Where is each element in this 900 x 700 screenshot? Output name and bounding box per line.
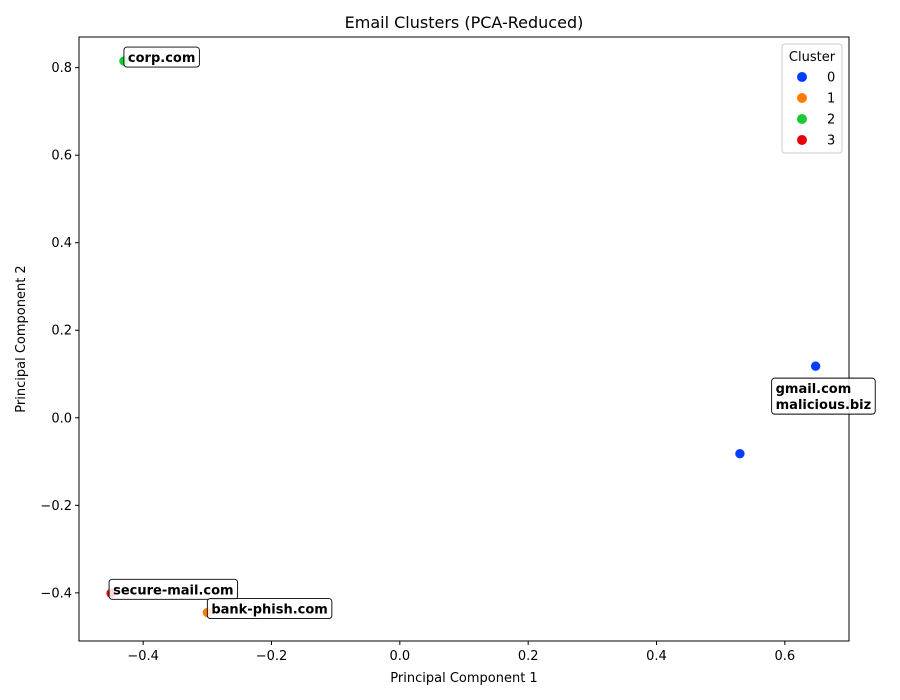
y-tick-label: 0.8	[51, 61, 72, 76]
legend-marker-cluster-3	[797, 135, 807, 145]
legend-label: 1	[827, 92, 835, 107]
legend-title: Cluster	[789, 50, 836, 65]
annotation-label: corp.com	[123, 46, 200, 68]
x-axis-label: Principal Component 1	[390, 671, 537, 686]
annotation-label: secure-mail.com	[108, 578, 239, 600]
legend-label: 0	[827, 71, 835, 86]
legend-label: 3	[827, 134, 835, 149]
x-tick-label: 0.2	[518, 649, 539, 664]
y-tick-label: 0.2	[51, 324, 72, 339]
legend-label: 2	[827, 113, 835, 128]
x-tick-label: 0.4	[646, 649, 667, 664]
y-tick-label: 0.0	[51, 411, 72, 426]
annotation-label: bank-phish.com	[206, 598, 333, 620]
legend-marker-cluster-0	[797, 72, 807, 82]
legend-marker-cluster-2	[797, 114, 807, 124]
annotation-text: secure-mail.com	[113, 583, 234, 598]
annotation-text: corp.com	[128, 51, 195, 66]
y-axis-label: Principal Component 2	[14, 265, 29, 412]
y-tick-label: 0.4	[51, 236, 72, 251]
legend-box	[781, 43, 843, 154]
legend-marker-cluster-1	[797, 93, 807, 103]
annotation-text: bank-phish.com	[211, 603, 328, 618]
annotation-box	[771, 377, 876, 415]
legend: Cluster 0 1 2 3	[781, 43, 843, 154]
x-tick-label: 0.6	[774, 649, 795, 664]
x-tick-label: −0.4	[127, 649, 159, 664]
chart-title: Email Clusters (PCA-Reduced)	[345, 13, 584, 32]
data-point-cluster-0	[734, 448, 746, 459]
plot-area: −0.4 −0.2 0.0 0.2 0.4 0.6 −0.4 −0.2 0.0 0.2 0.4 0.6…	[40, 36, 876, 664]
y-tick-label: −0.4	[40, 586, 72, 601]
annotation-text: gmail.com	[776, 382, 852, 397]
y-tick-label: 0.6	[51, 149, 72, 164]
plot-frame	[78, 36, 850, 642]
annotation-text: malicious.biz	[776, 398, 872, 413]
annotation-box	[206, 598, 333, 620]
x-tick-label: −0.2	[256, 649, 288, 664]
annotation-box	[123, 46, 200, 68]
data-point-cluster-0	[810, 360, 821, 372]
y-tick-label: −0.2	[40, 499, 72, 514]
annotation-box	[108, 578, 239, 600]
x-tick-label: 0.0	[389, 649, 410, 664]
